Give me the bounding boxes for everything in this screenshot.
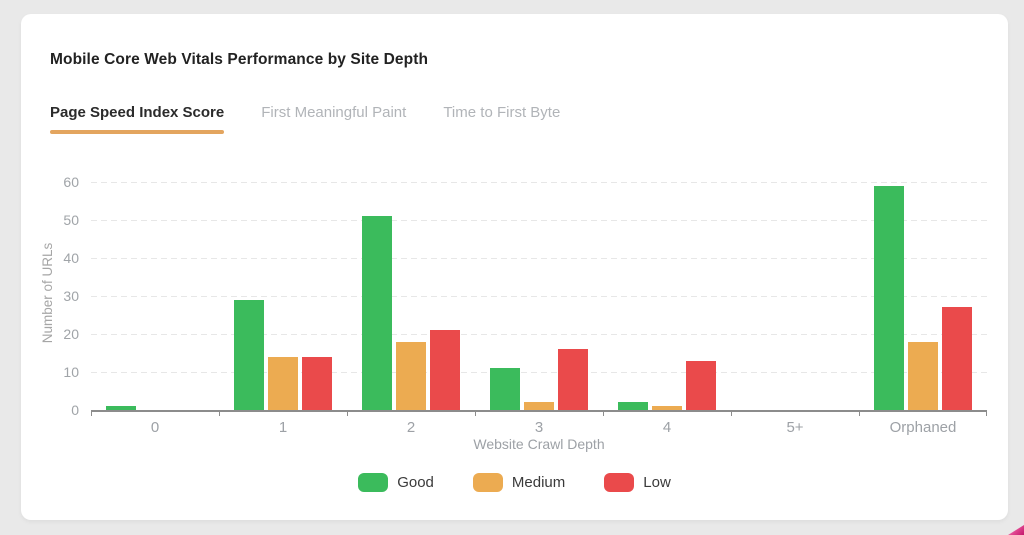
bar-good-depth-2[interactable] xyxy=(362,216,392,410)
bar-low-depth-orphaned[interactable] xyxy=(942,307,972,410)
legend-item-good[interactable]: Good xyxy=(358,473,434,492)
x-axis-tick xyxy=(219,410,220,416)
x-axis-tick xyxy=(603,410,604,416)
bar-medium-depth-4[interactable] xyxy=(652,406,682,410)
legend-label-medium: Medium xyxy=(511,474,566,491)
legend-swatch-good xyxy=(358,473,389,492)
x-axis-tick xyxy=(731,410,732,416)
bar-good-depth-4[interactable] xyxy=(618,402,648,410)
tabs-bar: Page Speed Index Score First Meaningful … xyxy=(50,104,597,134)
gridline-y-20 xyxy=(91,334,987,335)
bar-low-depth-3[interactable] xyxy=(558,349,588,410)
x-axis-tick xyxy=(347,410,348,416)
tab-label: Page Speed Index Score xyxy=(50,104,225,121)
legend-label-good: Good xyxy=(397,474,434,491)
gridline-y-30 xyxy=(91,296,987,297)
y-tick-label-20: 20 xyxy=(63,326,79,342)
bar-good-depth-0[interactable] xyxy=(106,406,136,410)
pink-corner-decoration xyxy=(1008,525,1024,535)
plot-area: Number of URLs Website Crawl Depth 0 10 20… xyxy=(40,174,987,452)
chart-legend: Good Medium Low xyxy=(21,473,1008,492)
y-tick-label-60: 60 xyxy=(63,174,79,190)
bar-medium-depth-orphaned[interactable] xyxy=(908,341,938,410)
gridline-y-50 xyxy=(91,220,987,221)
bar-good-depth-1[interactable] xyxy=(234,299,264,410)
bar-medium-depth-1[interactable] xyxy=(268,356,298,410)
x-axis-tick xyxy=(986,410,987,416)
bar-good-depth-3[interactable] xyxy=(490,368,520,410)
tab-first-meaningful-paint[interactable]: First Meaningful Paint xyxy=(261,104,406,134)
chart-title: Mobile Core Web Vitals Performance by Si… xyxy=(50,51,429,68)
bar-low-depth-1[interactable] xyxy=(302,356,332,410)
y-tick-label-50: 50 xyxy=(63,212,79,228)
gridline-y-10 xyxy=(91,372,987,373)
legend-label-low: Low xyxy=(643,474,671,491)
x-axis-title: Website Crawl Depth xyxy=(473,436,605,452)
tab-label: First Meaningful Paint xyxy=(261,104,407,121)
tab-time-to-first-byte[interactable]: Time to First Byte xyxy=(443,104,560,134)
x-axis-tick xyxy=(859,410,860,416)
bar-good-depth-orphaned[interactable] xyxy=(874,185,904,410)
gridline-y-40 xyxy=(91,258,987,259)
x-tick-label-5+: 5+ xyxy=(786,419,804,436)
bar-low-depth-4[interactable] xyxy=(686,360,716,410)
active-tab-underline xyxy=(50,130,225,134)
x-tick-label-0: 0 xyxy=(150,419,160,436)
y-tick-label-10: 10 xyxy=(63,364,79,380)
bar-medium-depth-2[interactable] xyxy=(396,341,426,410)
tab-label: Time to First Byte xyxy=(443,104,561,121)
x-axis-tick xyxy=(475,410,476,416)
legend-item-medium[interactable]: Medium xyxy=(472,473,566,492)
chart-card: Mobile Core Web Vitals Performance by Si… xyxy=(21,14,1008,520)
legend-item-low[interactable]: Low xyxy=(604,473,671,492)
x-tick-label-1: 1 xyxy=(278,419,288,436)
y-tick-label-0: 0 xyxy=(71,402,79,418)
y-tick-label-30: 30 xyxy=(63,288,79,304)
x-tick-label-orphaned: Orphaned xyxy=(889,419,957,436)
x-tick-label-3: 3 xyxy=(534,419,544,436)
tab-page-speed-index-score[interactable]: Page Speed Index Score xyxy=(50,104,225,134)
bar-medium-depth-3[interactable] xyxy=(524,402,554,410)
gridline-y-60 xyxy=(91,182,987,183)
legend-swatch-medium xyxy=(472,473,503,492)
x-tick-label-2: 2 xyxy=(406,419,416,436)
x-axis-tick xyxy=(91,410,92,416)
x-tick-label-4: 4 xyxy=(662,419,672,436)
y-tick-label-40: 40 xyxy=(63,250,79,266)
bar-low-depth-2[interactable] xyxy=(430,330,460,410)
legend-swatch-low xyxy=(604,473,635,492)
